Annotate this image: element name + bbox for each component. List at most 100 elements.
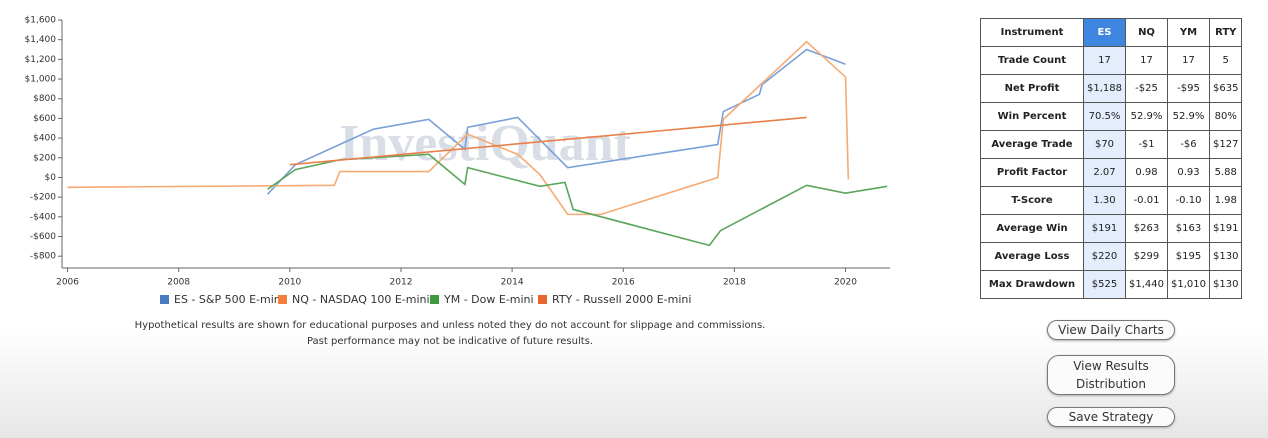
table-cell: $130 [1208, 270, 1243, 299]
legend-swatch [430, 295, 439, 304]
table-cell: 52.9% [1125, 102, 1168, 131]
table-cell: $635 [1208, 74, 1243, 103]
table-cell: 0.93 [1167, 158, 1210, 187]
table-cell: 5.88 [1208, 158, 1243, 187]
stats-table: Instrument ES NQ YM RTY Trade Count 17 17 17 5 Net… [980, 18, 1243, 299]
table-cell: Profit Factor [980, 158, 1084, 187]
table-cell: 5 [1208, 46, 1243, 75]
y-tick-label: $0 [45, 173, 57, 183]
y-tick-label: $1,000 [25, 75, 57, 85]
y-tick-label: $600 [33, 114, 56, 124]
table-cell: 2.07 [1083, 158, 1126, 187]
y-tick-label: $1,400 [25, 35, 57, 45]
legend-label: NQ - NASDAQ 100 E-mini [292, 293, 430, 306]
y-tick-label: -$400 [30, 212, 56, 222]
table-row: Net Profit $1,188 -$25 -$95 $635 [980, 74, 1243, 103]
x-tick-label: 2018 [723, 278, 746, 288]
table-header-row: Instrument ES NQ YM RTY [980, 18, 1243, 47]
disclaimer: Hypothetical results are shown for educa… [135, 320, 766, 331]
legend-swatch [160, 295, 169, 304]
series-line [267, 48, 846, 195]
table-cell: 17 [1167, 46, 1210, 75]
disclaimer: Past performance may not be indicative o… [307, 336, 593, 347]
table-cell: $525 [1083, 270, 1126, 299]
table-cell: -$6 [1167, 130, 1210, 159]
y-tick-label: $200 [33, 153, 56, 163]
x-tick-label: 2020 [834, 278, 857, 288]
x-tick-label: 2014 [501, 278, 524, 288]
header-cell: Instrument [980, 18, 1084, 47]
table-cell: $220 [1083, 242, 1126, 271]
y-tick-label: $1,600 [25, 16, 57, 26]
table-cell: Trade Count [980, 46, 1084, 75]
table-cell: -$1 [1125, 130, 1168, 159]
table-cell: $191 [1208, 214, 1243, 243]
y-tick-label: -$600 [30, 232, 56, 242]
table-cell: Average Win [980, 214, 1084, 243]
series-line [289, 116, 807, 166]
table-cell: $1,440 [1125, 270, 1168, 299]
table-cell: $1,010 [1167, 270, 1210, 299]
y-tick-label: -$800 [30, 252, 56, 262]
table-cell: Win Percent [980, 102, 1084, 131]
x-tick-label: 2010 [278, 278, 301, 288]
legend-swatch [538, 295, 547, 304]
x-tick-label: 2006 [56, 278, 79, 288]
legend-label: ES - S&P 500 E-mini [174, 293, 284, 306]
table-row: Win Percent 70.5% 52.9% 52.9% 80% [980, 102, 1243, 131]
button[interactable]: View Results Distribution [1047, 355, 1175, 395]
table-cell: Net Profit [980, 74, 1084, 103]
legend-label: RTY - Russell 2000 E-mini [552, 293, 691, 306]
table-cell: $299 [1125, 242, 1168, 271]
y-tick-label: $1,200 [25, 55, 57, 65]
legend-label: YM - Dow E-mini [443, 293, 534, 306]
button[interactable]: View Daily Charts [1047, 320, 1175, 340]
x-tick-label: 2008 [167, 278, 190, 288]
button[interactable]: Save Strategy [1047, 407, 1175, 427]
table-cell: $70 [1083, 130, 1126, 159]
table-cell: -$95 [1167, 74, 1210, 103]
table-cell: 1.98 [1208, 186, 1243, 215]
table-cell: T-Score [980, 186, 1084, 215]
table-cell: -0.10 [1167, 186, 1210, 215]
table-cell: -$25 [1125, 74, 1168, 103]
x-tick-label: 2012 [390, 278, 413, 288]
table-cell: Average Trade [980, 130, 1084, 159]
x-tick-label: 2016 [612, 278, 635, 288]
table-row: T-Score 1.30 -0.01 -0.10 1.98 [980, 186, 1243, 215]
table-cell: $127 [1208, 130, 1243, 159]
table-row: Average Win $191 $263 $163 $191 [980, 214, 1243, 243]
table-cell: 17 [1083, 46, 1126, 75]
table-cell: -0.01 [1125, 186, 1168, 215]
table-cell: $130 [1208, 242, 1243, 271]
table-cell: $263 [1125, 214, 1168, 243]
header-cell: RTY [1208, 18, 1243, 47]
table-row: Max Drawdown $525 $1,440 $1,010 $130 [980, 270, 1243, 299]
series-line [67, 40, 850, 216]
table-cell: 52.9% [1167, 102, 1210, 131]
table-cell: 17 [1125, 46, 1168, 75]
table-cell: $1,188 [1083, 74, 1126, 103]
table-cell: Average Loss [980, 242, 1084, 271]
table-cell: 70.5% [1083, 102, 1126, 131]
header-cell: ES [1083, 18, 1126, 47]
table-cell: $163 [1167, 214, 1210, 243]
chart: InvestiQuant $1,600$1,400$1,200$1,000$80… [25, 16, 890, 347]
y-tick-label: $400 [33, 134, 56, 144]
table-row: Trade Count 17 17 17 5 [980, 46, 1243, 75]
header-cell: YM [1167, 18, 1210, 47]
y-tick-label: -$200 [30, 193, 56, 203]
table-cell: 80% [1208, 102, 1243, 131]
table-cell: 1.30 [1083, 186, 1126, 215]
y-tick-label: $800 [33, 94, 56, 104]
table-row: Profit Factor 2.07 0.98 0.93 5.88 [980, 158, 1243, 187]
table-row: Average Trade $70 -$1 -$6 $127 [980, 130, 1243, 159]
table-cell: $195 [1167, 242, 1210, 271]
legend-swatch [278, 295, 287, 304]
table-row: Average Loss $220 $299 $195 $130 [980, 242, 1243, 271]
table-cell: 0.98 [1125, 158, 1168, 187]
header-cell: NQ [1125, 18, 1168, 47]
table-cell: $191 [1083, 214, 1126, 243]
table-cell: Max Drawdown [980, 270, 1084, 299]
